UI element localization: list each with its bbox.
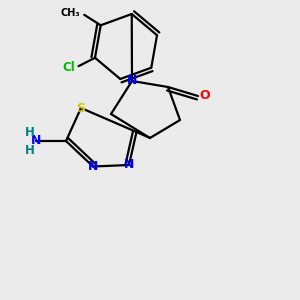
Text: N: N bbox=[124, 158, 134, 172]
Text: H: H bbox=[25, 144, 34, 157]
Text: CH₃: CH₃ bbox=[60, 8, 80, 18]
Text: Cl: Cl bbox=[63, 61, 76, 74]
Text: O: O bbox=[199, 89, 210, 103]
Text: H: H bbox=[25, 126, 34, 139]
Text: S: S bbox=[76, 101, 85, 115]
Text: N: N bbox=[88, 160, 98, 173]
Text: N: N bbox=[127, 74, 137, 88]
Text: N: N bbox=[31, 134, 41, 148]
